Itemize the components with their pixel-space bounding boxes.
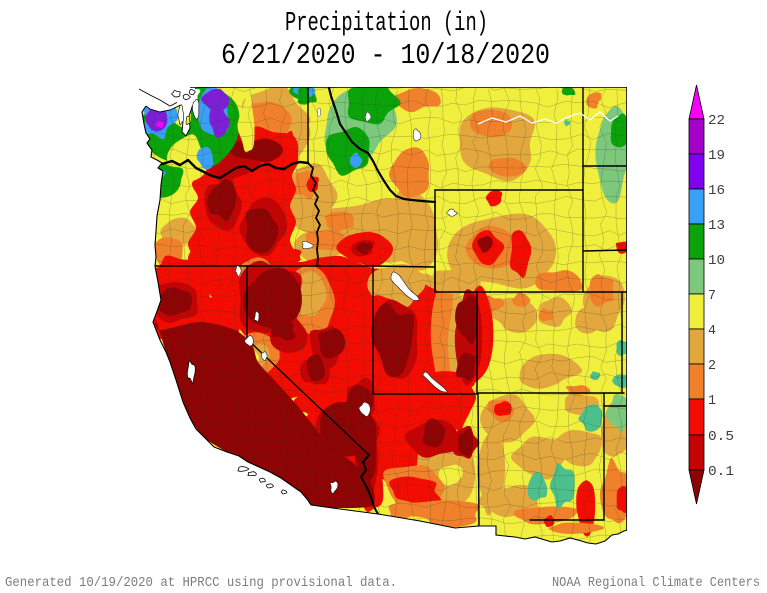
svg-text:10: 10 — [708, 253, 725, 269]
svg-text:19: 19 — [708, 148, 725, 164]
svg-text:7: 7 — [708, 288, 716, 304]
svg-text:22: 22 — [708, 113, 725, 129]
svg-text:4: 4 — [708, 323, 716, 339]
svg-text:0.1: 0.1 — [708, 464, 734, 480]
svg-text:6/21/2020 - 10/18/2020: 6/21/2020 - 10/18/2020 — [221, 39, 550, 72]
svg-text:1: 1 — [708, 393, 716, 409]
svg-text:Generated 10/19/2020 at HPRCC: Generated 10/19/2020 at HPRCC using prov… — [5, 575, 397, 591]
svg-text:NOAA Regional Climate Centers: NOAA Regional Climate Centers — [552, 575, 760, 591]
svg-text:0.5: 0.5 — [708, 429, 734, 445]
svg-text:2: 2 — [708, 358, 716, 374]
svg-text:13: 13 — [708, 218, 725, 234]
svg-text:16: 16 — [708, 183, 725, 199]
svg-text:Precipitation (in): Precipitation (in) — [285, 9, 488, 39]
